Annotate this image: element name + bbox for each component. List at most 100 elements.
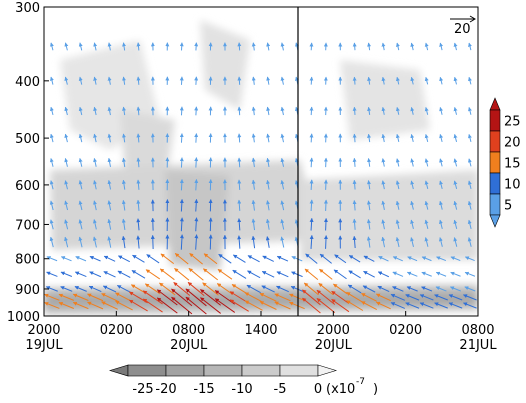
wind-vector	[92, 219, 97, 230]
wind-vector	[142, 298, 163, 313]
shading-colorbar-segment	[203, 364, 243, 377]
shading-colorbar-tick-label: -15	[193, 382, 214, 397]
wind-vector	[395, 76, 400, 85]
vector-colorbar-segment	[489, 151, 501, 174]
wind-vector	[464, 271, 476, 277]
wind-vector	[101, 293, 118, 302]
vector-colorbar-tick-label: 10	[504, 178, 521, 193]
wind-vector	[352, 235, 357, 249]
wind-vector	[49, 236, 54, 248]
wind-vector	[200, 289, 221, 306]
wind-vector	[244, 292, 263, 303]
shading-colorbar-left-triangle	[108, 364, 129, 377]
wind-vector	[361, 292, 377, 302]
wind-vector	[237, 218, 242, 231]
wind-vector	[290, 286, 304, 292]
wind-vector	[323, 235, 328, 249]
wind-vector	[280, 157, 285, 167]
wind-vector	[72, 301, 89, 310]
x-tick-time-label: 2000	[27, 323, 60, 338]
x-tick-date-label: 20JUL	[170, 338, 208, 353]
wind-vector	[266, 106, 271, 116]
wind-vector	[179, 179, 184, 191]
wind-vector	[107, 42, 112, 51]
x-tick-time-label: 1400	[244, 323, 277, 338]
wind-vector	[102, 285, 117, 293]
wind-vector	[424, 200, 429, 210]
wind-vector	[171, 288, 193, 307]
wind-vector	[366, 200, 371, 211]
shading-colorbar-segment	[241, 364, 281, 377]
wind-vector	[179, 198, 184, 212]
wind-vector	[251, 76, 256, 85]
wind-vector	[101, 301, 118, 310]
wind-vector	[410, 42, 415, 51]
wind-vector	[136, 76, 141, 85]
wind-vector	[131, 269, 146, 279]
wind-vector	[280, 236, 285, 248]
wind-vector	[229, 299, 249, 312]
wind-vector	[251, 235, 256, 249]
shading-blob	[300, 170, 478, 260]
x-tick-time-label: 0800	[461, 323, 494, 338]
wind-vector	[244, 300, 263, 311]
wind-vector	[122, 42, 127, 51]
wind-vector	[88, 285, 102, 293]
wind-vector	[265, 200, 270, 211]
wind-vector	[136, 199, 141, 211]
wind-vector	[115, 300, 133, 311]
wind-vector	[117, 285, 132, 293]
wind-vector	[237, 42, 242, 51]
wind-vector	[352, 218, 357, 230]
wind-vector	[194, 234, 199, 250]
wind-vector	[60, 271, 73, 277]
wind-vector	[251, 133, 256, 143]
wind-vector	[468, 42, 472, 51]
wind-vector	[179, 234, 184, 250]
wind-vector	[145, 269, 161, 280]
wind-vector	[107, 157, 112, 167]
wind-vector	[378, 255, 389, 262]
wind-vector	[309, 106, 314, 116]
wind-vector	[424, 42, 429, 51]
vector-colorbar-top-triangle	[489, 97, 501, 111]
wind-vector	[448, 294, 463, 301]
wind-vector	[424, 219, 429, 229]
wind-vector	[194, 198, 199, 212]
wind-vector	[188, 267, 204, 281]
wind-vector	[419, 302, 434, 309]
wind-vector	[93, 157, 98, 167]
wind-vector	[395, 180, 400, 190]
wind-vector	[375, 301, 391, 310]
wind-vector	[142, 290, 163, 305]
wind-vector	[367, 76, 372, 85]
wind-vector	[78, 158, 83, 167]
wind-vector	[78, 180, 83, 190]
wind-vector	[439, 219, 443, 229]
wind-vector	[60, 286, 73, 292]
wind-vector	[46, 271, 58, 277]
y-tick-label: 300	[15, 1, 40, 16]
wind-vector	[49, 219, 54, 230]
wind-vector	[92, 236, 97, 248]
shading-colorbar-unit-close: )	[373, 382, 378, 397]
wind-vector	[44, 302, 60, 309]
wind-vector	[237, 133, 242, 143]
wind-vector	[75, 256, 87, 262]
vector-colorbar-segment	[489, 172, 501, 195]
wind-vector	[467, 237, 472, 247]
vector-colorbar: 25 20 15 10 5	[489, 97, 521, 228]
wind-vector	[395, 42, 400, 51]
wind-vector	[280, 180, 285, 190]
wind-vector	[453, 219, 458, 229]
wind-vector	[173, 282, 191, 296]
vector-colorbar-bottom-triangle	[489, 214, 501, 228]
x-tick-time-label: 2000	[317, 323, 350, 338]
wind-vector	[44, 293, 60, 301]
wind-vector	[78, 236, 83, 248]
wind-vector	[464, 256, 475, 262]
wind-vector	[453, 133, 458, 142]
wind-vector	[194, 133, 199, 143]
x-tick-date-label: 19JUL	[25, 338, 63, 353]
wind-vector	[121, 157, 126, 168]
